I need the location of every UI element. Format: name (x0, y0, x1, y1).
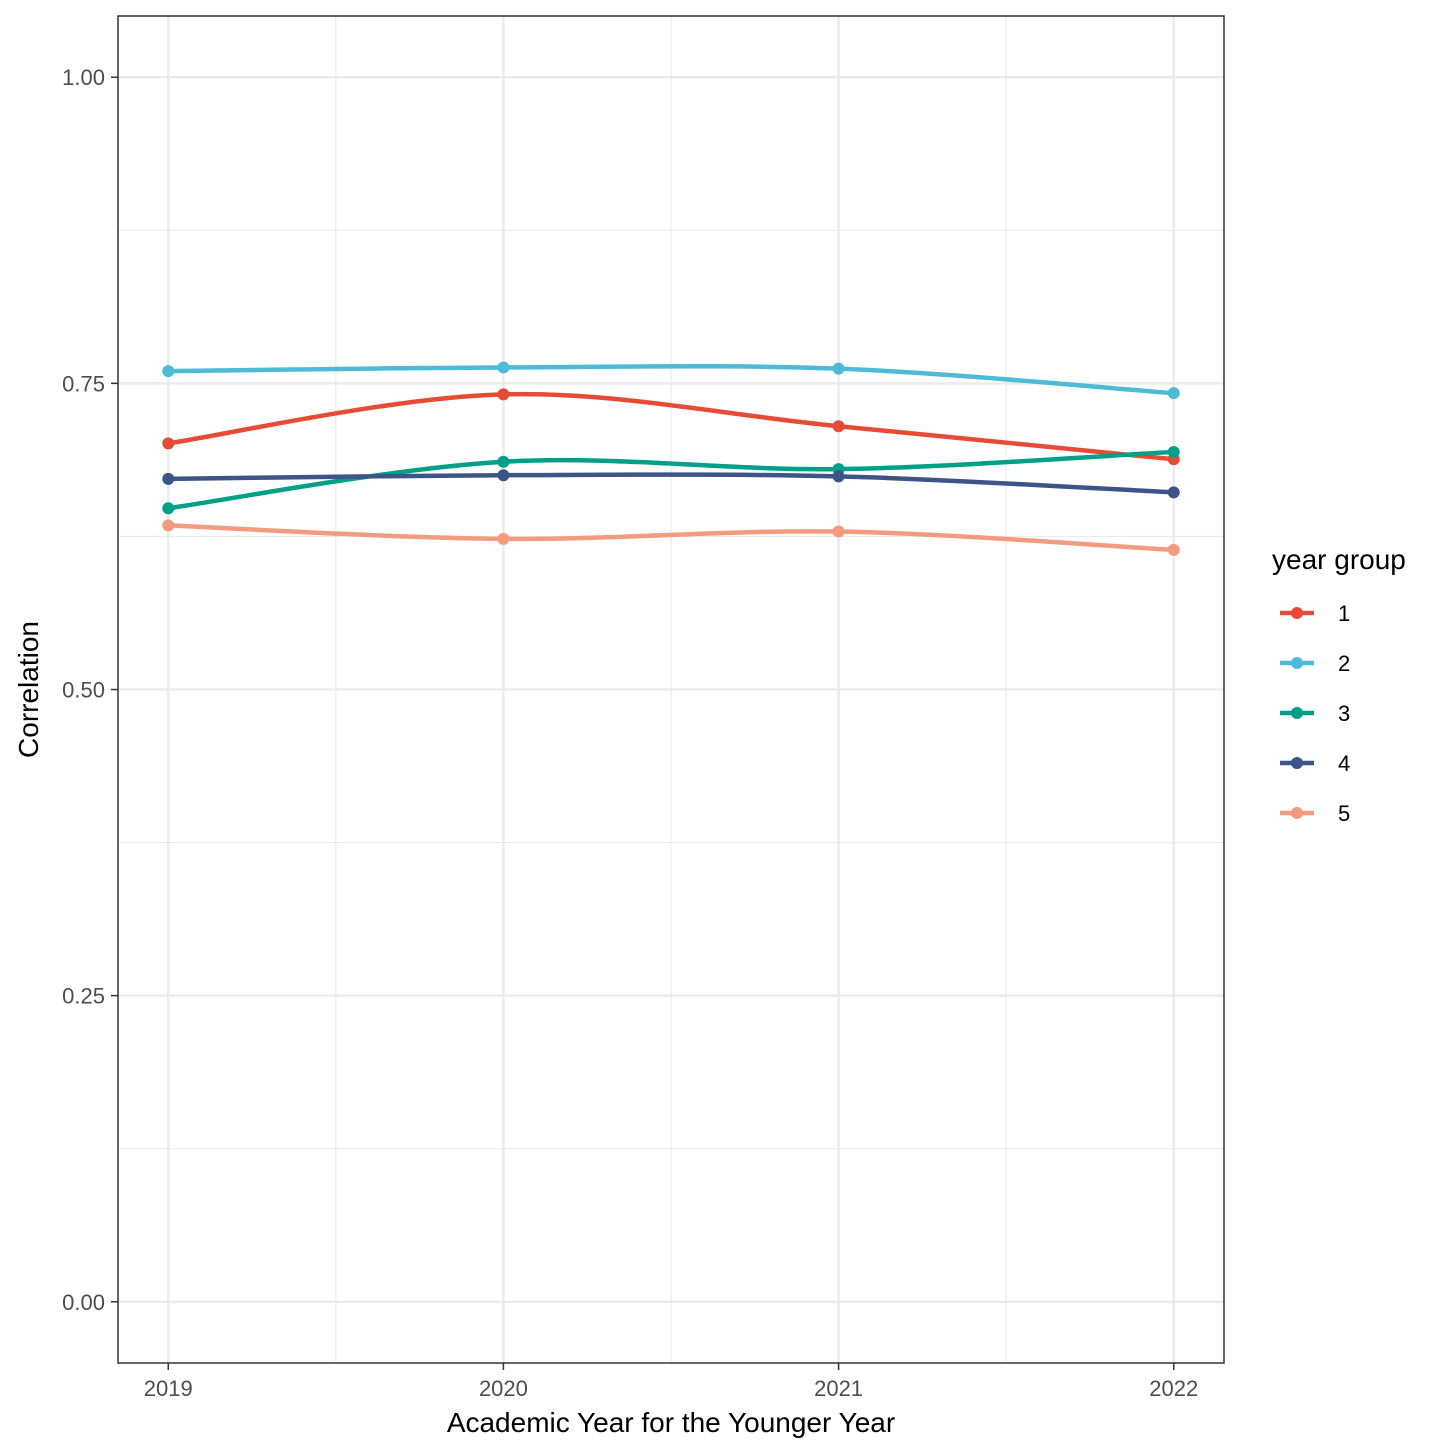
legend-key-point-1 (1291, 607, 1303, 619)
data-point-series-4 (497, 469, 510, 482)
legend-label-2: 2 (1338, 651, 1350, 676)
data-point-series-1 (497, 388, 510, 401)
x-axis-title: Academic Year for the Younger Year (447, 1407, 895, 1438)
data-point-series-1 (832, 420, 845, 433)
series-line-4 (166, 472, 1176, 495)
series-line-3 (166, 449, 1176, 511)
legend-key-point-2 (1291, 657, 1303, 669)
legend-label-5: 5 (1338, 801, 1350, 826)
legend-label-4: 4 (1338, 751, 1350, 776)
data-point-series-4 (832, 470, 845, 483)
x-axis: 2019 2020 2021 2022 (144, 1363, 1198, 1401)
legend-label-3: 3 (1338, 701, 1350, 726)
x-tick-label: 2019 (144, 1376, 193, 1401)
x-tick-label: 2022 (1149, 1376, 1198, 1401)
series-lines (166, 364, 1176, 553)
data-point-series-2 (832, 362, 845, 375)
data-point-series-3 (1167, 445, 1180, 458)
data-point-series-1 (162, 437, 175, 450)
series-points (162, 361, 1180, 556)
data-point-series-3 (497, 455, 510, 468)
x-tick-label: 2020 (479, 1376, 528, 1401)
legend-label-1: 1 (1338, 601, 1350, 626)
data-point-series-4 (162, 472, 175, 485)
y-tick-label: 0.75 (62, 371, 105, 396)
legend-key-point-3 (1291, 707, 1303, 719)
legend: year group 1 2 3 4 5 (1272, 544, 1406, 826)
y-tick-label: 0.25 (62, 984, 105, 1009)
data-point-series-5 (832, 525, 845, 538)
series-line-1 (166, 391, 1176, 462)
data-point-series-2 (497, 361, 510, 374)
legend-items: 1 2 3 4 5 (1280, 601, 1350, 826)
data-point-series-2 (162, 365, 175, 378)
data-point-series-5 (497, 532, 510, 545)
y-axis-title: Correlation (13, 621, 44, 758)
series-line-2 (166, 364, 1176, 396)
legend-key-point-4 (1291, 757, 1303, 769)
y-tick-label: 0.00 (62, 1290, 105, 1315)
data-point-series-2 (1167, 387, 1180, 400)
data-point-series-5 (1167, 543, 1180, 556)
x-tick-label: 2021 (814, 1376, 863, 1401)
data-point-series-3 (162, 502, 175, 515)
data-point-series-5 (162, 519, 175, 532)
data-point-series-4 (1167, 486, 1180, 499)
legend-key-point-5 (1291, 807, 1303, 819)
series-line-5 (166, 523, 1176, 553)
y-tick-label: 1.00 (62, 65, 105, 90)
y-tick-label: 0.50 (62, 678, 105, 703)
legend-title: year group (1272, 544, 1406, 575)
y-axis: 0.00 0.25 0.50 0.75 1.00 (62, 65, 118, 1315)
major-gridlines (118, 16, 1224, 1363)
